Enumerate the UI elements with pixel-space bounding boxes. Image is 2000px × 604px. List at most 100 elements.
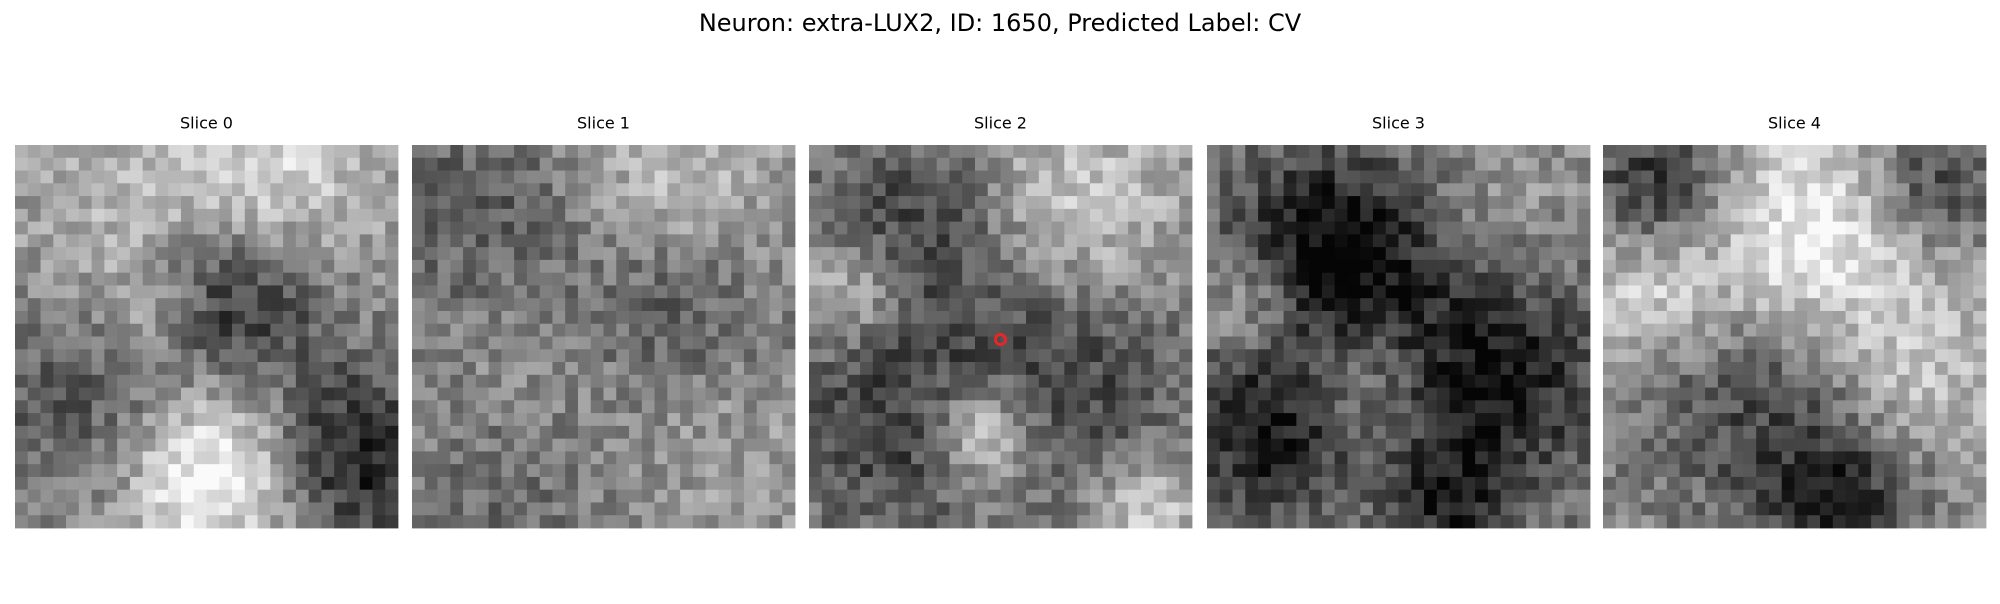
pixel xyxy=(372,451,386,465)
pixel xyxy=(346,438,361,452)
pixel xyxy=(463,349,477,363)
pixel xyxy=(232,145,246,159)
pixel xyxy=(1219,438,1233,452)
pixel xyxy=(437,285,451,299)
pixel xyxy=(270,298,284,312)
pixel xyxy=(53,476,67,491)
pixel xyxy=(104,285,118,299)
pixel xyxy=(847,451,861,465)
pixel xyxy=(641,502,655,516)
pixel xyxy=(412,349,426,363)
pixel xyxy=(283,145,297,159)
pixel xyxy=(654,336,668,350)
pixel xyxy=(1577,221,1591,235)
pixel xyxy=(53,170,67,184)
pixel xyxy=(898,183,912,197)
pixel xyxy=(1038,374,1052,388)
pixel xyxy=(1692,476,1706,491)
pixel xyxy=(1934,400,1949,414)
pixel xyxy=(1372,157,1387,171)
pixel xyxy=(359,374,373,388)
pixel xyxy=(1026,183,1040,197)
pixel xyxy=(412,272,426,286)
pixel xyxy=(1475,374,1489,388)
pixel xyxy=(424,489,438,503)
pixel xyxy=(1475,310,1489,325)
pixel xyxy=(860,489,874,503)
pixel xyxy=(1858,476,1872,491)
pixel xyxy=(1102,362,1116,376)
pixel xyxy=(437,310,451,325)
pixel xyxy=(1628,515,1642,529)
pixel xyxy=(1436,272,1450,286)
pixel xyxy=(1102,310,1116,325)
pixel xyxy=(718,425,732,440)
pixel xyxy=(1296,208,1310,222)
pixel xyxy=(283,336,297,350)
pixel xyxy=(1334,196,1348,210)
pixel xyxy=(1436,247,1450,261)
pixel xyxy=(1896,145,1910,159)
pixel xyxy=(1679,515,1693,529)
pixel xyxy=(1115,438,1129,452)
pixel xyxy=(1551,515,1565,529)
pixel xyxy=(244,374,258,388)
pixel xyxy=(1026,170,1040,184)
pixel xyxy=(1128,221,1142,235)
pixel xyxy=(1513,285,1527,299)
pixel xyxy=(923,413,938,427)
pixel xyxy=(1424,349,1438,363)
pixel xyxy=(1115,489,1129,503)
pixel xyxy=(117,157,131,171)
pixel xyxy=(936,221,950,235)
pixel xyxy=(193,285,207,299)
pixel xyxy=(1219,183,1233,197)
pixel xyxy=(834,349,848,363)
pixel xyxy=(412,157,426,171)
pixel xyxy=(1013,298,1027,312)
pixel xyxy=(1654,285,1668,299)
pixel xyxy=(1102,336,1116,350)
pixel xyxy=(1166,413,1180,427)
pixel xyxy=(78,145,92,159)
pixel xyxy=(385,362,399,376)
pixel xyxy=(847,183,861,197)
pixel xyxy=(1360,221,1374,235)
pixel xyxy=(1347,259,1361,274)
pixel xyxy=(731,259,745,274)
pixel xyxy=(91,145,105,159)
pixel xyxy=(654,272,668,286)
pixel xyxy=(782,413,796,427)
pixel xyxy=(1398,400,1412,414)
pixel xyxy=(412,387,426,401)
pixel xyxy=(1051,336,1065,350)
pixel xyxy=(1500,259,1514,274)
pixel xyxy=(168,298,182,312)
pixel xyxy=(1398,298,1412,312)
pixel xyxy=(1973,183,1987,197)
pixel xyxy=(270,438,284,452)
pixel xyxy=(1347,515,1361,529)
pixel xyxy=(27,208,41,222)
pixel xyxy=(1026,145,1040,159)
pixel xyxy=(1666,438,1680,452)
pixel xyxy=(424,464,438,478)
pixel xyxy=(1794,438,1808,452)
pixel xyxy=(1896,451,1910,465)
pixel xyxy=(1270,145,1284,159)
pixel xyxy=(359,259,373,274)
pixel xyxy=(488,272,502,286)
pixel xyxy=(372,400,386,414)
pixel xyxy=(1000,247,1014,261)
pixel xyxy=(962,208,976,222)
pixel xyxy=(821,336,835,350)
pixel xyxy=(680,425,694,440)
pixel xyxy=(629,425,643,440)
pixel xyxy=(1360,374,1374,388)
pixel xyxy=(180,362,195,376)
pixel xyxy=(1064,476,1078,491)
pixel xyxy=(437,259,451,274)
pixel xyxy=(539,310,553,325)
pixel xyxy=(1064,221,1078,235)
pixel xyxy=(372,336,386,350)
